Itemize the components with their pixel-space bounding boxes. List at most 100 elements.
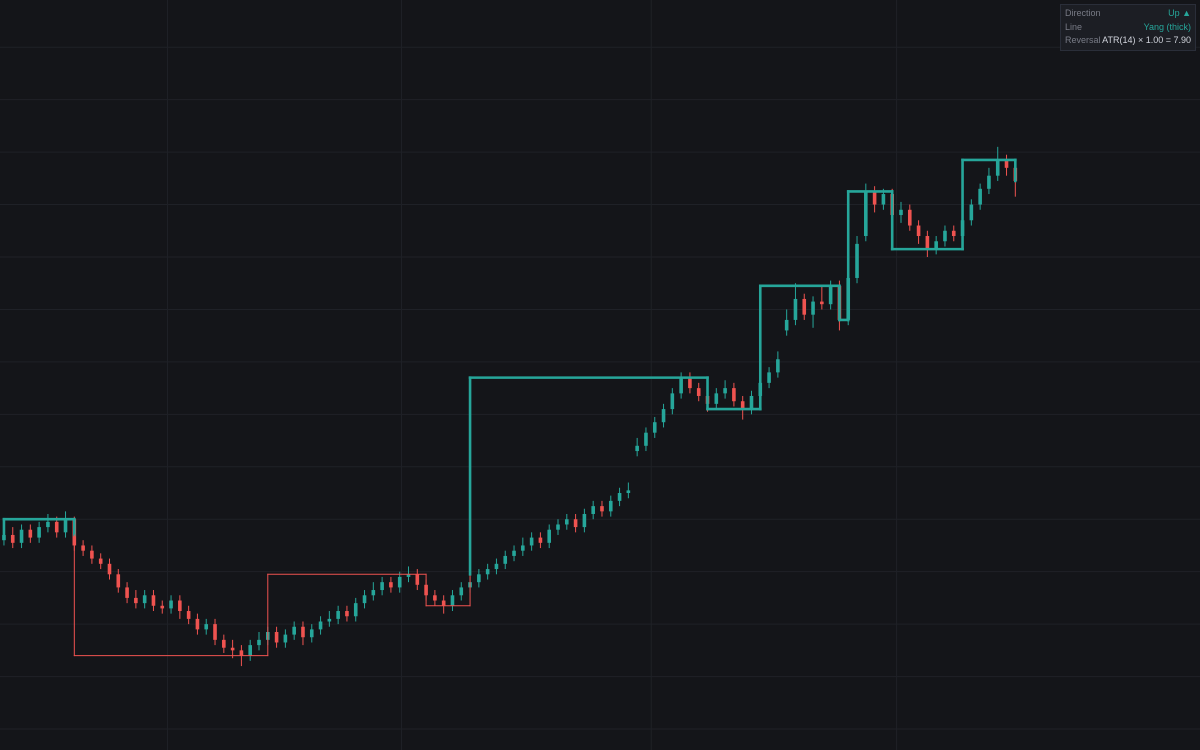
candle-body: [485, 569, 490, 575]
candle-body: [2, 534, 6, 541]
candle-body: [802, 298, 807, 315]
candle-body: [899, 209, 903, 216]
candle-body: [626, 490, 631, 494]
candle-body: [617, 493, 622, 501]
candle-body: [178, 600, 182, 612]
candle-body: [134, 597, 138, 604]
candle-body: [820, 301, 824, 305]
candle-body: [327, 618, 332, 622]
candle-body: [450, 595, 455, 606]
candle-body: [186, 611, 191, 619]
candle-body: [415, 574, 420, 585]
candle-body: [63, 519, 68, 533]
candle-body: [257, 639, 261, 646]
candle-body: [652, 422, 657, 433]
candle-body: [855, 243, 859, 278]
info-value: Up ▲: [1168, 8, 1191, 18]
candle-body: [864, 191, 868, 237]
candle-body: [459, 587, 464, 596]
candle-body: [828, 285, 833, 305]
info-row: Direction Up ▲: [1065, 7, 1191, 21]
candle-body: [274, 631, 279, 643]
candle-body: [987, 175, 991, 189]
candle-body: [925, 236, 930, 250]
candle-body: [573, 519, 578, 528]
candle-body: [90, 550, 94, 559]
candle-body: [670, 393, 675, 410]
candle-body: [433, 595, 437, 601]
candle-body: [406, 574, 411, 577]
candle-body: [46, 521, 50, 528]
candle-body: [371, 590, 376, 596]
candle-body: [142, 595, 147, 604]
candle-body: [169, 600, 173, 609]
candle-body: [934, 241, 938, 250]
candle-body: [1004, 159, 1009, 168]
candle-body: [160, 605, 165, 609]
candle-body: [565, 519, 569, 525]
candle-body: [600, 506, 604, 512]
candle-body: [380, 582, 384, 591]
candle-body: [494, 563, 499, 570]
info-value: ATR(14) × 1.00 = 7.90: [1102, 35, 1191, 45]
candle-body: [538, 537, 543, 543]
candle-body: [978, 188, 982, 205]
candle-body: [54, 521, 59, 533]
candle-body: [81, 545, 85, 551]
info-label: Direction: [1065, 8, 1101, 18]
candle-body: [248, 645, 253, 656]
candle-body: [125, 587, 129, 598]
candle-body: [995, 159, 1000, 176]
candle-body: [784, 319, 789, 331]
candle-body: [512, 550, 516, 556]
candle-body: [318, 621, 323, 630]
candle-body: [767, 372, 771, 383]
candle-body: [151, 595, 156, 606]
candle-body: [98, 558, 103, 564]
candle-body: [591, 506, 595, 514]
candle-body: [916, 225, 921, 237]
candle-body: [28, 529, 33, 538]
candle-body: [389, 582, 393, 588]
candle-body: [353, 603, 358, 617]
candle-body: [872, 191, 877, 205]
info-value: Yang (thick): [1143, 21, 1191, 32]
candle-body: [195, 618, 200, 630]
candle-body: [608, 500, 613, 512]
candle-body: [969, 204, 974, 221]
candle-body: [222, 639, 226, 648]
candle-body: [951, 230, 956, 237]
candle-body: [644, 432, 648, 446]
candle-body: [397, 576, 402, 588]
candle-body: [292, 626, 296, 635]
candle-body: [582, 513, 587, 528]
info-box: Direction Up ▲ Line Yang (thick) Reversal ATR…: [1060, 4, 1196, 51]
candle-body: [441, 600, 446, 606]
candle-body: [881, 194, 886, 205]
candle-body: [107, 563, 112, 575]
candle-body: [714, 393, 719, 404]
candle-body: [749, 395, 754, 410]
candle-body: [547, 529, 552, 543]
candle-body: [477, 574, 481, 583]
candle-body: [503, 555, 508, 564]
candle-body: [696, 388, 701, 396]
candle-body: [213, 624, 217, 640]
candle-body: [661, 409, 666, 423]
candle-body: [116, 574, 121, 588]
candle-body: [723, 388, 727, 394]
candle-body: [688, 377, 692, 389]
candle-body: [907, 209, 912, 226]
candle-body: [283, 634, 288, 643]
candle-body: [740, 401, 745, 410]
candle-body: [793, 298, 798, 320]
candle-body: [776, 359, 780, 373]
candle-body: [10, 534, 15, 543]
candle-body: [204, 624, 209, 630]
candle-body: [811, 301, 815, 315]
candle-body: [336, 611, 340, 619]
candle-body: [521, 545, 525, 551]
candle-body: [301, 626, 305, 638]
